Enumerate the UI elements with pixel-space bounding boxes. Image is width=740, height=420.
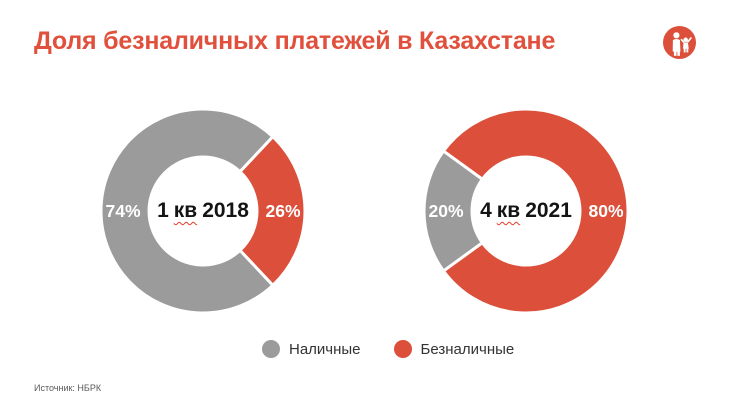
slice-percent-label: 80% bbox=[588, 201, 623, 221]
donut-chart-2021-svg: 20% 80% bbox=[422, 107, 630, 315]
slice-percent-label: 74% bbox=[105, 201, 140, 221]
cashless-legend-label: Безналичные bbox=[420, 340, 515, 358]
cash-legend-swatch bbox=[262, 340, 280, 358]
page-title: Доля безналичных платежей в Казахстане bbox=[34, 27, 556, 55]
source-note: Источник: НБРК bbox=[34, 383, 102, 393]
adult-and-child-logo-icon bbox=[663, 26, 696, 59]
cashless-legend-swatch bbox=[393, 340, 412, 358]
legend: Наличные Безналичные bbox=[262, 340, 514, 358]
cash-legend-label: Наличные bbox=[289, 340, 361, 358]
donut-chart-2018: 74% 26% 1 кв 2018 bbox=[99, 107, 307, 315]
brand-logo bbox=[663, 26, 696, 59]
legend-item-cash: Наличные bbox=[262, 340, 361, 358]
donut-slice-cashless bbox=[441, 107, 630, 315]
donut-slice-cashless bbox=[237, 134, 307, 288]
slice-percent-label: 20% bbox=[428, 201, 463, 221]
legend-item-cashless: Безналичные bbox=[393, 340, 515, 358]
donut-chart-2021: 20% 80% 4 кв 2021 bbox=[422, 107, 630, 315]
donut-chart-2018-svg: 74% 26% bbox=[99, 107, 307, 315]
donut-slice-cash bbox=[422, 148, 485, 274]
slice-percent-label: 26% bbox=[265, 201, 300, 221]
donut-slice-cash bbox=[99, 107, 275, 315]
